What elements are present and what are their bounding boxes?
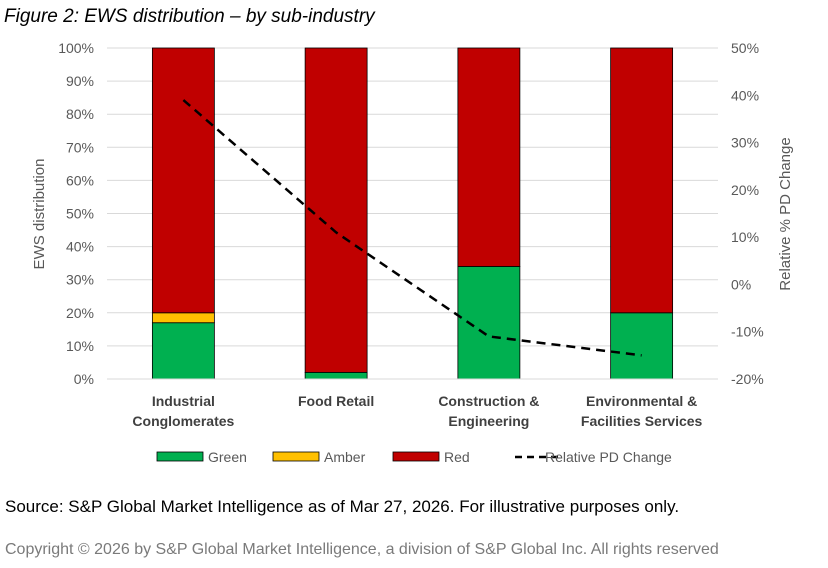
y-axis-title: EWS distribution: [31, 159, 48, 270]
y2-axis-title: Relative % PD Change: [777, 137, 794, 290]
y-tick-label: 10%: [66, 338, 94, 354]
y2-tick-label: 40%: [731, 87, 759, 103]
bar-red: [457, 47, 521, 267]
y-tick-label: 60%: [66, 172, 94, 188]
x-tick-label: Industrial: [152, 393, 215, 409]
y-tick-label: 50%: [66, 206, 94, 222]
y2-tick-label: 30%: [731, 135, 759, 151]
bar-green: [151, 322, 215, 380]
source-note: Source: S&P Global Market Intelligence a…: [5, 497, 680, 516]
legend-label: Amber: [324, 449, 366, 465]
y-tick-label: 0%: [74, 371, 94, 387]
copyright-note: Copyright © 2026 by S&P Global Market In…: [5, 541, 719, 558]
bar-red: [304, 47, 368, 373]
y-tick-label: 90%: [66, 73, 94, 89]
bar-green: [304, 371, 368, 380]
y2-tick-label: -10%: [731, 324, 764, 340]
y-tick-label: 20%: [66, 305, 94, 321]
bar-amber: [151, 312, 215, 324]
legend-swatch-red: [392, 451, 440, 462]
legend-label: Red: [444, 449, 470, 465]
x-tick-label: Engineering: [448, 413, 529, 429]
y-tick-label: 70%: [66, 139, 94, 155]
y2-tick-label: 0%: [731, 276, 751, 292]
chart: 0% 10% 20% 30% 40% 50% 60% 70% 80% 90% 100% -20% -10…: [31, 40, 794, 465]
y2-tick-label: -20%: [731, 371, 764, 387]
legend-label: Green: [208, 449, 247, 465]
y2-tick-label: 50%: [731, 40, 759, 56]
bar-red: [151, 47, 215, 314]
figure-title: Figure 2: EWS distribution – by sub-indu…: [4, 6, 375, 27]
x-tick-label: Conglomerates: [132, 413, 234, 429]
y-tick-label: 100%: [58, 40, 94, 56]
bar-green: [610, 312, 674, 380]
x-tick-label: Environmental &: [586, 393, 697, 409]
bar-red: [610, 47, 674, 314]
y2-tick-label: 10%: [731, 229, 759, 245]
line-relative-pd-change: [182, 99, 642, 357]
legend-swatch-amber: [272, 451, 320, 462]
x-tick-label: Food Retail: [298, 393, 374, 409]
y-tick-label: 30%: [66, 272, 94, 288]
y2-tick-label: 20%: [731, 182, 759, 198]
x-tick-label: Construction &: [438, 393, 539, 409]
legend-swatch-green: [156, 451, 204, 462]
legend-label: Relative PD Change: [545, 449, 672, 465]
x-tick-label: Facilities Services: [581, 413, 703, 429]
y-tick-label: 40%: [66, 239, 94, 255]
y-tick-label: 80%: [66, 106, 94, 122]
